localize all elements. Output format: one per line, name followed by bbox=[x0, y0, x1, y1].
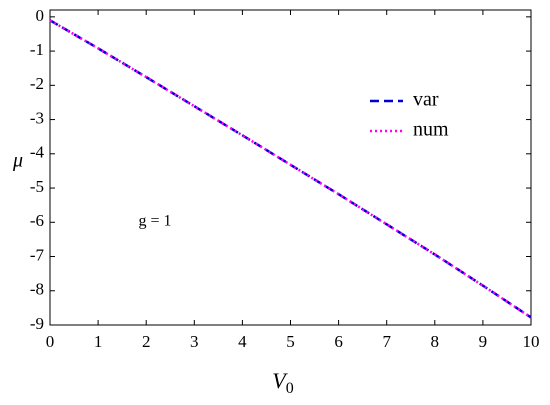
series-line bbox=[49, 19, 532, 319]
y-tick-label: -6 bbox=[30, 211, 44, 230]
x-tick-label: 10 bbox=[523, 332, 540, 351]
x-tick-label: 1 bbox=[94, 332, 103, 351]
y-tick-label: -9 bbox=[30, 314, 44, 333]
x-tick-label: 9 bbox=[479, 332, 488, 351]
y-tick-label: -2 bbox=[30, 74, 44, 93]
legend-label: var bbox=[413, 89, 439, 111]
y-tick-label: -1 bbox=[30, 40, 44, 59]
x-tick-label: 3 bbox=[190, 332, 199, 351]
y-tick-label: -3 bbox=[30, 108, 44, 127]
x-tick-label: 6 bbox=[334, 332, 343, 351]
y-tick-label: -5 bbox=[30, 177, 44, 196]
y-tick-label: 0 bbox=[36, 6, 45, 25]
x-tick-label: 8 bbox=[431, 332, 440, 351]
y-tick-label: -7 bbox=[30, 245, 45, 264]
legend-label: num bbox=[413, 119, 449, 141]
y-axis-label: μ bbox=[12, 150, 23, 172]
x-tick-label: 0 bbox=[46, 332, 55, 351]
y-tick-label: -4 bbox=[30, 143, 45, 162]
annotation: g = 1 bbox=[138, 213, 171, 230]
y-tick-label: -8 bbox=[30, 280, 44, 299]
x-tick-label: 2 bbox=[142, 332, 151, 351]
x-tick-label: 5 bbox=[286, 332, 295, 351]
series-line bbox=[49, 19, 532, 319]
x-axis-label-sub: 0 bbox=[286, 380, 294, 397]
x-axis-label-main: V bbox=[272, 368, 288, 393]
x-tick-label: 7 bbox=[382, 332, 391, 351]
x-tick-label: 4 bbox=[238, 332, 247, 351]
x-axis-label: V0 bbox=[272, 368, 293, 397]
plot-frame bbox=[49, 9, 532, 326]
